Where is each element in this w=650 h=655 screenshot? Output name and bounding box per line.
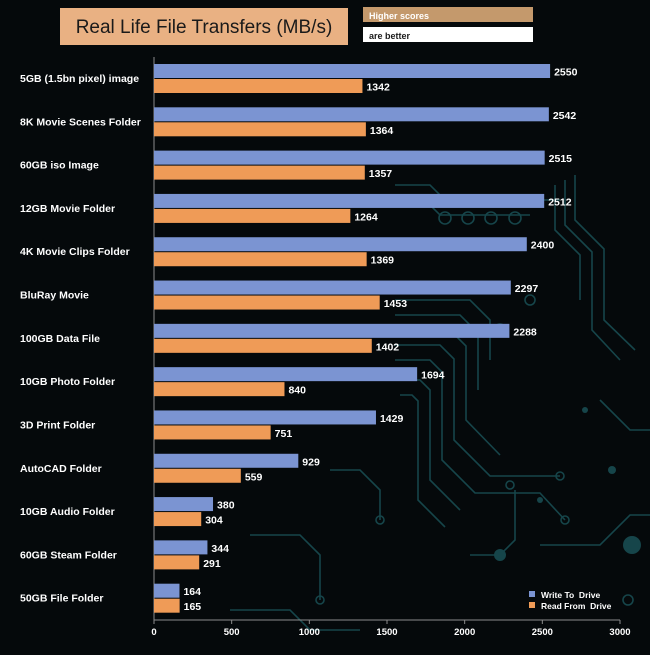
bar-write (154, 107, 549, 122)
bar-read (154, 295, 380, 310)
circuit-dots (494, 407, 641, 561)
value-label-write: 2542 (553, 110, 577, 122)
category-label: 3D Print Folder (20, 419, 95, 431)
bar-read (154, 468, 241, 483)
category-label: 100GB Data File (20, 333, 100, 345)
bar-write (154, 367, 418, 382)
value-label-read: 751 (275, 428, 293, 440)
category-label: 12GB Movie Folder (20, 203, 115, 215)
value-label-read: 840 (288, 385, 306, 397)
bar-write (154, 583, 180, 598)
x-tick-label: 1000 (299, 627, 320, 638)
bar-write (154, 323, 510, 338)
labels-group: 5GB (1.5bn pixel) image 2550 1342 8K Movie … (20, 67, 578, 614)
category-label: 60GB Steam Folder (20, 549, 117, 561)
bar-read (154, 252, 367, 267)
value-label-write: 2297 (515, 283, 539, 295)
value-label-read: 304 (205, 515, 223, 527)
bar-write (154, 497, 214, 512)
value-label-read: 559 (245, 471, 263, 483)
note-box-1 (363, 7, 533, 22)
legend-read-from-drive: Read From Drive (541, 601, 612, 611)
value-label-write: 1429 (380, 413, 404, 425)
bar-read (154, 79, 363, 93)
value-label-read: 1364 (370, 125, 394, 137)
bar-read (154, 382, 285, 397)
value-label-read: 165 (184, 601, 202, 613)
category-label: BluRay Movie (20, 290, 89, 302)
note-are-better: are better (369, 31, 411, 41)
ticks-group: 0 500 1000 1500 2000 2500 3000 (151, 620, 631, 638)
value-label-write: 2512 (548, 196, 572, 208)
value-label-read: 1342 (366, 82, 390, 94)
bar-write (154, 237, 527, 252)
value-label-write: 2400 (531, 240, 555, 252)
value-label-write: 929 (302, 456, 320, 468)
category-label: AutoCAD Folder (20, 463, 102, 475)
note-box-2 (363, 27, 533, 42)
bar-read (154, 555, 200, 570)
bar-write (154, 64, 551, 78)
bar-write (154, 150, 545, 165)
value-label-read: 1357 (369, 168, 393, 180)
x-tick-label: 1500 (376, 627, 397, 638)
x-tick-label: 2500 (532, 627, 553, 638)
legend: Write To Drive Read From Drive (529, 590, 612, 611)
x-tick-label: 0 (151, 627, 156, 638)
value-label-read: 1369 (371, 255, 395, 267)
note-higher-scores: Higher scores (369, 11, 429, 21)
value-label-write: 164 (183, 586, 201, 598)
value-label-read: 291 (203, 558, 221, 570)
bar-read (154, 598, 180, 613)
bar-write (154, 193, 545, 208)
category-label: 50GB File Folder (20, 593, 103, 605)
bar-write (154, 453, 299, 468)
chart-title: Real Life File Transfers (MB/s) (76, 17, 333, 38)
value-label-write: 2288 (513, 326, 537, 338)
category-label: 5GB (1.5bn pixel) image (20, 73, 139, 85)
bar-write (154, 280, 511, 295)
category-label: 4K Movie Clips Folder (20, 246, 130, 258)
bar-read (154, 338, 372, 353)
category-label: 10GB Audio Folder (20, 506, 115, 518)
value-label-read: 1264 (354, 211, 378, 223)
category-label: 10GB Photo Folder (20, 376, 115, 388)
value-label-write: 2515 (549, 153, 573, 165)
value-label-write: 380 (217, 500, 235, 512)
bar-read (154, 165, 365, 180)
x-tick-label: 2000 (454, 627, 475, 638)
bar-write (154, 540, 208, 555)
legend-swatch-write (529, 591, 535, 597)
value-label-write: 1694 (421, 370, 445, 382)
value-label-read: 1453 (384, 298, 408, 310)
bar-read (154, 425, 271, 440)
x-tick-label: 3000 (609, 627, 630, 638)
bar-read (154, 122, 366, 137)
x-tick-label: 500 (224, 627, 240, 638)
bar-read (154, 208, 351, 223)
category-label: 60GB iso Image (20, 160, 99, 172)
legend-swatch-read (529, 602, 535, 608)
bar-write (154, 410, 376, 425)
value-label-write: 2550 (554, 67, 578, 79)
legend-write-to-drive: Write To Drive (541, 590, 600, 600)
bars-group (154, 64, 551, 613)
bar-read (154, 512, 202, 527)
category-label: 8K Movie Scenes Folder (20, 116, 141, 128)
title-box (60, 8, 348, 45)
value-label-write: 344 (211, 543, 229, 555)
value-label-read: 1402 (376, 341, 400, 353)
